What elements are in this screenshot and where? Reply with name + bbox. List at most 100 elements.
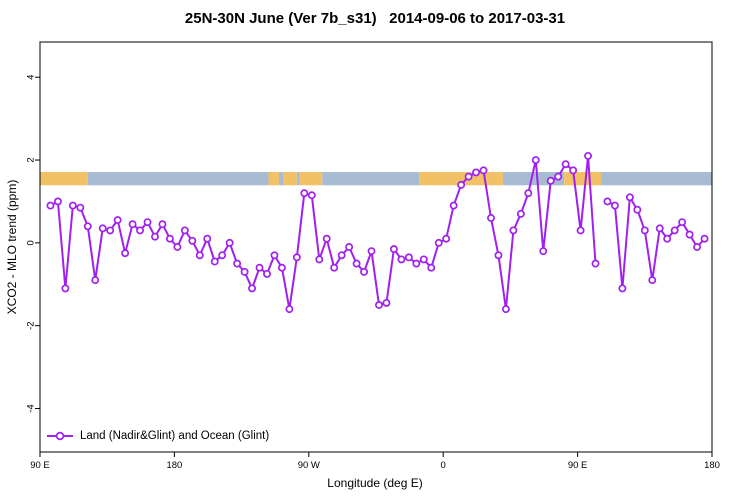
series-marker bbox=[98, 224, 107, 233]
series-marker bbox=[352, 259, 361, 268]
series-marker bbox=[307, 191, 316, 200]
series-marker bbox=[337, 251, 346, 260]
series-marker bbox=[655, 224, 664, 233]
series-marker bbox=[76, 203, 85, 212]
series-marker bbox=[322, 234, 331, 243]
series-marker bbox=[292, 253, 301, 262]
band-segment-ocean bbox=[296, 172, 300, 186]
band-segment-land bbox=[419, 172, 503, 186]
series-marker bbox=[367, 247, 376, 256]
series-line bbox=[606, 196, 706, 290]
series-marker bbox=[128, 220, 137, 229]
series-marker bbox=[663, 234, 672, 243]
series-marker bbox=[427, 263, 436, 272]
series-marker bbox=[618, 284, 627, 293]
series-marker bbox=[539, 247, 548, 256]
series-marker bbox=[83, 222, 92, 231]
series-marker bbox=[240, 267, 249, 276]
series-marker bbox=[603, 197, 612, 206]
series-marker bbox=[648, 276, 657, 285]
y-axis-ticks: -4 -2 0 2 4 bbox=[25, 75, 40, 413]
series-marker bbox=[315, 255, 324, 264]
x-tick-label: 90 E bbox=[568, 460, 588, 471]
series-marker bbox=[360, 267, 369, 276]
legend-line-marker-icon bbox=[47, 431, 73, 441]
series-marker bbox=[546, 176, 555, 185]
series-marker bbox=[180, 226, 189, 235]
series-marker bbox=[678, 218, 687, 227]
series-marker bbox=[158, 220, 167, 229]
x-axis-ticks: 90 E 180 90 W 0 90 E 180 bbox=[30, 452, 720, 471]
series-marker bbox=[255, 263, 264, 272]
series-marker bbox=[113, 216, 122, 225]
series-marker bbox=[516, 209, 525, 218]
plot-border bbox=[39, 41, 713, 453]
series-marker bbox=[442, 234, 451, 243]
series-marker bbox=[487, 214, 495, 222]
series-marker bbox=[121, 249, 130, 258]
band-segment-ocean bbox=[87, 172, 269, 186]
x-tick-label: 0 bbox=[441, 460, 446, 471]
x-tick-label: 90 W bbox=[298, 460, 320, 471]
series-marker bbox=[457, 180, 466, 189]
series-marker bbox=[449, 201, 458, 210]
series-marker bbox=[700, 234, 709, 243]
series-marker bbox=[693, 243, 702, 251]
series-marker bbox=[91, 276, 100, 285]
series-marker bbox=[404, 253, 413, 262]
series-marker bbox=[382, 298, 391, 307]
series-marker bbox=[248, 284, 257, 293]
series-marker bbox=[233, 259, 242, 268]
band-segment-ocean bbox=[601, 172, 712, 186]
series-marker bbox=[46, 201, 55, 210]
series-marker bbox=[61, 284, 70, 293]
y-tick-label: 2 bbox=[25, 157, 36, 162]
series-marker bbox=[569, 166, 578, 175]
series-marker bbox=[501, 305, 510, 314]
series-marker bbox=[494, 251, 503, 260]
series-marker bbox=[472, 168, 481, 177]
series-marker bbox=[576, 226, 585, 235]
y-tick-label: 4 bbox=[25, 75, 36, 80]
series-marker bbox=[561, 160, 570, 169]
series-marker bbox=[640, 226, 649, 235]
series-marker bbox=[263, 269, 271, 278]
series-marker bbox=[218, 251, 227, 260]
series-marker bbox=[165, 234, 174, 243]
y-axis-title: XCO2 - MLO trend (ppm) bbox=[5, 179, 19, 315]
y-tick-label: -2 bbox=[25, 321, 36, 329]
chart-title: 25N-30N June (Ver 7b_s31) 2014-09-06 to … bbox=[184, 10, 566, 27]
legend: Land (Nadir&Glint) and Ocean (Glint) bbox=[46, 429, 269, 443]
series-marker bbox=[479, 166, 488, 175]
land-ocean-band bbox=[40, 172, 712, 186]
series-marker bbox=[419, 255, 428, 264]
series-marker bbox=[591, 259, 600, 268]
series-marker bbox=[464, 172, 473, 181]
band-segment-land bbox=[40, 172, 88, 186]
series-marker bbox=[53, 197, 62, 206]
series-marker bbox=[584, 151, 593, 160]
series-marker bbox=[143, 218, 152, 227]
series-marker bbox=[509, 226, 518, 235]
band-segment-ocean bbox=[322, 172, 420, 186]
series-marker bbox=[203, 234, 212, 243]
band-segment-land bbox=[299, 172, 323, 186]
band-segment-land bbox=[564, 172, 602, 186]
series-marker bbox=[173, 243, 182, 251]
x-tick-label: 180 bbox=[704, 460, 720, 471]
y-tick-label: 0 bbox=[25, 240, 36, 245]
series-marker bbox=[610, 201, 619, 210]
series-marker bbox=[285, 305, 294, 314]
series-marker bbox=[270, 251, 279, 260]
series-marker bbox=[345, 243, 354, 251]
series-marker bbox=[330, 263, 339, 272]
series-marker bbox=[670, 226, 679, 235]
series-marker bbox=[225, 238, 234, 247]
series-marker bbox=[625, 193, 634, 202]
band-segment-land bbox=[283, 172, 297, 186]
series-marker bbox=[389, 245, 398, 254]
band-segment-ocean bbox=[278, 172, 284, 186]
x-axis-title: Longitude (deg E) bbox=[327, 476, 423, 490]
